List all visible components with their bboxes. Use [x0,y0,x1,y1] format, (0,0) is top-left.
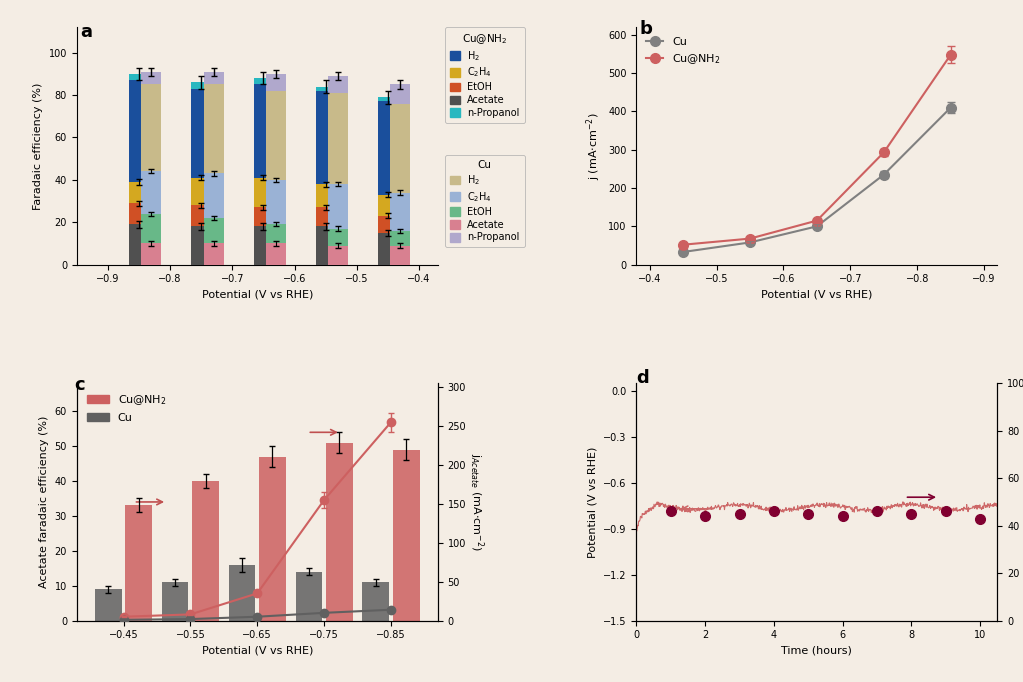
Cu [878,170,890,179]
Bar [328,246,348,265]
Bar [191,205,211,226]
Bar [129,203,149,224]
Bar [254,85,273,178]
Bar [393,449,419,621]
X-axis label: Time (hours): Time (hours) [782,646,852,656]
Cu@NH$_2$ [811,216,824,224]
Text: c: c [75,376,85,394]
Line: Cu@NH$_2$: Cu@NH$_2$ [678,50,955,250]
Text: a: a [80,23,92,41]
X-axis label: Potential (V vs RHE): Potential (V vs RHE) [202,646,313,656]
Bar [379,194,398,216]
Bar [362,582,389,621]
Legend: H$_2$, C$_2$H$_4$, EtOH, Acetate, n-Propanol: H$_2$, C$_2$H$_4$, EtOH, Acetate, n-Prop… [445,155,525,248]
Legend: Cu@NH$_2$, Cu: Cu@NH$_2$, Cu [82,389,171,427]
Bar [192,481,219,621]
Bar [379,102,398,194]
Bar [328,228,348,246]
Bar [328,184,348,228]
Cu@NH$_2$ [878,149,890,157]
Bar [204,218,224,243]
Cu [744,238,756,246]
Bar [141,213,162,243]
Bar [266,180,285,224]
Bar [316,87,336,91]
Bar [326,443,353,621]
Bar [316,91,336,184]
Y-axis label: j (mA$\cdot$cm$^{-2}$): j (mA$\cdot$cm$^{-2}$) [584,113,603,179]
Cu [944,104,957,112]
Line: Cu: Cu [678,103,955,257]
Bar [162,582,188,621]
Bar [391,85,410,104]
Bar [379,98,398,102]
Bar [191,83,211,89]
Bar [141,72,162,85]
Bar [129,74,149,80]
Y-axis label: Acetate faradaic efficiency (%): Acetate faradaic efficiency (%) [39,416,49,588]
Y-axis label: Faradaic efficiency (%): Faradaic efficiency (%) [33,83,43,209]
Bar [266,243,285,265]
X-axis label: Potential (V vs RHE): Potential (V vs RHE) [202,290,313,300]
Cu [811,222,824,231]
Bar [229,565,256,621]
Bar [204,85,224,173]
Bar [328,93,348,184]
Bar [204,173,224,218]
Bar [191,89,211,178]
Cu@NH$_2$ [744,235,756,243]
Bar [95,589,122,621]
Bar [391,104,410,192]
Bar [129,182,149,203]
Bar [254,226,273,265]
Legend: Cu, Cu@NH$_2$: Cu, Cu@NH$_2$ [641,33,725,70]
Bar [259,456,285,621]
Bar [204,72,224,85]
Bar [204,243,224,265]
Bar [391,246,410,265]
Bar [316,207,336,226]
Bar [266,91,285,180]
Bar [191,226,211,265]
Bar [141,243,162,265]
Bar [254,78,273,85]
Bar [391,192,410,231]
Bar [316,184,336,207]
Bar [266,74,285,91]
Bar [254,178,273,207]
Bar [254,207,273,226]
X-axis label: Potential (V vs RHE): Potential (V vs RHE) [761,290,873,300]
Cu [677,248,690,256]
Text: b: b [639,20,653,38]
Bar [296,572,322,621]
Bar [379,216,398,233]
Bar [126,505,152,621]
Bar [266,224,285,243]
Bar [129,224,149,265]
Bar [141,171,162,213]
Bar [129,80,149,182]
Bar [191,178,211,205]
Bar [391,231,410,246]
Cu@NH$_2$ [944,50,957,59]
Bar [328,76,348,93]
Cu@NH$_2$ [677,241,690,249]
Y-axis label: Potential (V vs RHE): Potential (V vs RHE) [587,446,597,558]
Y-axis label: j$_{Acetate}$ (mA$\cdot$cm$^{-2}$): j$_{Acetate}$ (mA$\cdot$cm$^{-2}$) [466,453,486,551]
Text: d: d [636,369,650,387]
Bar [379,233,398,265]
Bar [316,226,336,265]
Bar [141,85,162,171]
